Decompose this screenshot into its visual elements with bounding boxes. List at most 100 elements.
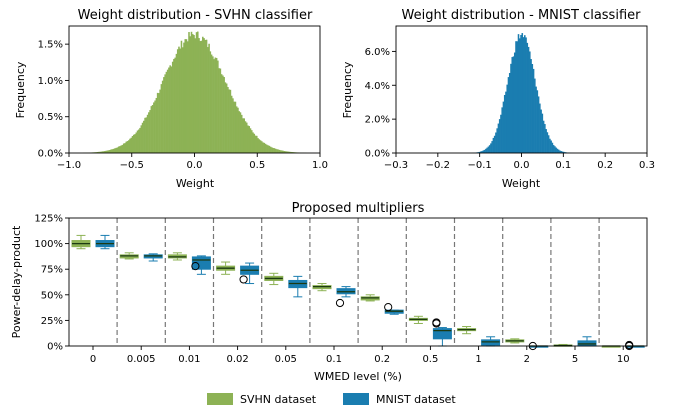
y-tick-label: 0.5% (38, 112, 63, 123)
y-tick-label: 6.0% (365, 47, 390, 58)
histogram-bar (243, 118, 245, 153)
histogram-bar (102, 151, 105, 153)
histogram-bar (288, 151, 291, 153)
histogram-bar (178, 46, 180, 153)
box-svhn (505, 338, 525, 344)
histogram-bar (488, 145, 491, 153)
x-tick-label: 0.005 (127, 354, 156, 365)
y-tick-label: 0.0% (365, 149, 390, 160)
histogram-bar (106, 150, 109, 153)
histogram-bar (131, 135, 134, 153)
histogram-bar (127, 140, 130, 153)
box-svhn (216, 261, 236, 275)
histogram-bar (247, 125, 249, 153)
category-separators (116, 218, 600, 346)
histogram-bar (276, 149, 278, 153)
histogram-bar (114, 148, 116, 153)
histogram-bar (198, 38, 200, 153)
histogram-bar (527, 46, 530, 154)
histogram-bar (286, 151, 288, 153)
histogram-bar (227, 87, 229, 153)
histogram-bar (96, 151, 99, 153)
histogram-bar (508, 72, 511, 153)
y-tick-label: 4.0% (365, 81, 390, 92)
histogram-bar (532, 68, 535, 153)
histogram-bar (252, 132, 254, 153)
histogram-bar (253, 133, 256, 153)
histogram-bar (207, 47, 209, 153)
histogram-bar (525, 37, 527, 153)
histogram-bar (233, 101, 235, 153)
box-svhn (167, 252, 187, 261)
histogram-bar (501, 107, 503, 153)
histogram-bar (166, 69, 169, 153)
histogram-bar (526, 42, 529, 153)
histogram-bar (284, 151, 287, 153)
histogram-bar (495, 132, 497, 153)
x-tick-label: 0.05 (275, 354, 297, 365)
histogram-bar (550, 140, 552, 153)
histogram-bar (529, 51, 531, 153)
boxplot-boxes (71, 234, 645, 348)
histogram-bar (518, 38, 521, 153)
histogram-bar (110, 149, 112, 153)
box-mnist (336, 286, 356, 298)
mnist-histogram: Weight distribution - MNIST classifier −… (341, 8, 655, 190)
box-mnist (95, 234, 115, 250)
histogram-bar (535, 86, 537, 153)
histogram-bar (492, 137, 495, 153)
histogram-bar (115, 147, 117, 153)
histogram-bar (254, 135, 257, 153)
histogram-bar (190, 31, 193, 153)
x-tick-label: 0.1 (326, 354, 342, 365)
histogram-bar (217, 60, 219, 154)
histogram-bar (544, 124, 546, 153)
svhn-bars (82, 31, 307, 154)
x-tick-label: −0.3 (384, 160, 408, 171)
histogram-bar (161, 80, 164, 153)
box-mnist (577, 336, 597, 347)
legend: SVHN dataset MNIST dataset (207, 393, 456, 406)
histogram-bar (498, 119, 501, 153)
histogram-bar (193, 35, 195, 153)
outlier-point (335, 298, 345, 308)
histogram-bar (272, 147, 274, 153)
x-tick-label: 0.0 (187, 160, 203, 171)
histogram-bar (482, 150, 485, 153)
histogram-bar (258, 139, 261, 153)
x-tick-label: 0.0 (514, 160, 530, 171)
histogram-bar (279, 150, 282, 153)
histogram-bar (209, 51, 212, 153)
histogram-bar (520, 34, 522, 154)
box-mnist (432, 327, 452, 347)
box-svhn (457, 326, 477, 335)
histogram-bar (289, 151, 292, 153)
histogram-bar (283, 151, 286, 153)
histogram-bar (261, 141, 263, 153)
x-tick-label: 2 (524, 354, 530, 365)
histogram-bar (537, 96, 540, 153)
histogram-bar (210, 54, 213, 154)
boxplot: Proposed multipliers 0 0.005 0.01 0.02 0.05 0… (10, 201, 648, 383)
histogram-bar (218, 68, 220, 153)
histogram-bar (151, 104, 154, 153)
histogram-bar (189, 36, 192, 154)
histogram-bar (116, 147, 119, 153)
histogram-bar (212, 56, 214, 154)
boxplot-xlabel: WMED level (%) (314, 370, 402, 383)
histogram-bar (136, 130, 139, 153)
histogram-bar (213, 59, 215, 153)
x-tick-label: 0 (90, 354, 96, 365)
histogram-bar (169, 65, 171, 153)
histogram-bar (278, 149, 281, 153)
histogram-bar (148, 112, 150, 153)
histogram-bar (105, 150, 107, 153)
histogram-bar (229, 89, 232, 153)
histogram-bar (242, 118, 244, 153)
histogram-bar (145, 117, 148, 153)
histogram-bar (490, 143, 492, 153)
y-tick-label: 1.5% (38, 40, 63, 51)
histogram-bar (129, 138, 131, 153)
y-tick-label: 0% (47, 342, 63, 353)
histogram-bar (155, 97, 158, 153)
